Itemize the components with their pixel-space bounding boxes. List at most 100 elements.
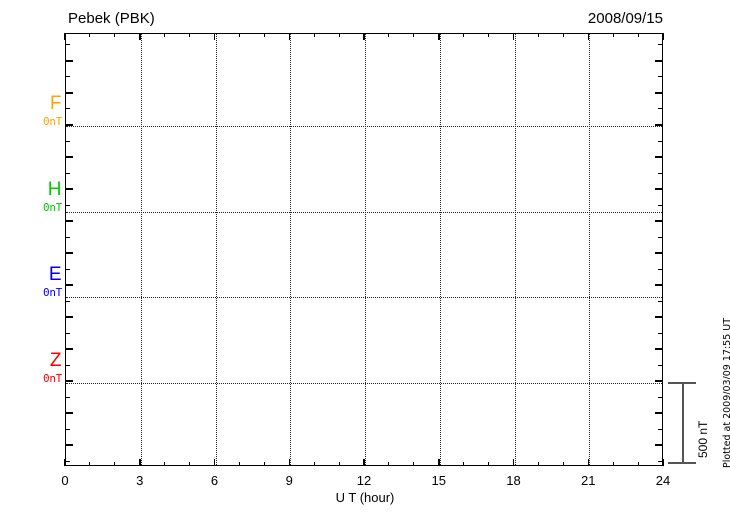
y-axis-tick — [655, 156, 663, 158]
x-axis-minor-tick — [537, 462, 539, 466]
y-axis-minor-tick — [65, 300, 70, 302]
y-axis-tick — [655, 348, 663, 350]
x-axis-minor-tick — [164, 33, 166, 37]
x-axis-minor-tick — [338, 33, 340, 37]
x-axis-minor-tick — [388, 33, 390, 37]
y-axis-minor-tick — [658, 236, 663, 238]
y-axis-tick — [65, 348, 73, 350]
x-axis-minor-tick — [313, 33, 315, 37]
x-axis-tick — [512, 459, 515, 466]
x-axis-tick — [64, 459, 66, 466]
x-axis-minor-tick — [562, 33, 564, 37]
x-axis-minor-tick — [114, 33, 116, 37]
component-value: 0nT — [43, 286, 62, 300]
x-axis-tick — [363, 33, 365, 40]
x-tick-label: 9 — [285, 473, 293, 488]
gridline-vertical — [439, 34, 441, 465]
y-axis-tick — [655, 316, 663, 318]
x-axis-minor-tick — [537, 33, 539, 37]
component-label-f: F 0nT — [43, 94, 62, 127]
x-tick-label: 15 — [431, 473, 446, 488]
y-axis-minor-tick — [65, 108, 70, 110]
chart-date: 2008/09/15 — [587, 10, 663, 27]
scale-bar-cap-top — [668, 382, 696, 384]
y-axis-tick — [65, 188, 73, 190]
x-axis-minor-tick — [338, 462, 340, 466]
y-axis-minor-tick — [658, 140, 663, 142]
x-axis-minor-tick — [189, 33, 191, 37]
plot-area — [65, 33, 663, 466]
y-axis-minor-tick — [658, 460, 663, 462]
y-axis-minor-tick — [65, 460, 70, 462]
component-label-h: H 0nT — [43, 180, 62, 213]
x-axis-minor-tick — [637, 462, 639, 466]
y-axis-minor-tick — [65, 140, 70, 142]
x-axis-minor-tick — [413, 462, 415, 466]
x-axis-tick — [363, 459, 365, 466]
x-axis-tick — [438, 459, 440, 466]
x-axis-tick — [213, 459, 216, 466]
y-axis-minor-tick — [65, 204, 70, 206]
x-axis-minor-tick — [637, 33, 639, 37]
x-axis-minor-tick — [388, 462, 390, 466]
x-tick-label: 21 — [581, 473, 596, 488]
gridline-horizontal-h — [66, 211, 662, 213]
y-axis-tick — [65, 92, 73, 94]
y-axis-minor-tick — [65, 44, 70, 46]
gridline-horizontal-f — [66, 126, 662, 127]
x-axis-tick — [288, 33, 290, 40]
y-axis-tick — [65, 220, 73, 222]
y-axis-minor-tick — [65, 396, 70, 398]
y-axis-tick — [65, 444, 73, 446]
x-axis-tick — [662, 33, 664, 40]
x-axis-minor-tick — [313, 462, 315, 466]
y-axis-tick — [65, 60, 73, 62]
y-axis-minor-tick — [65, 268, 70, 270]
x-axis-minor-tick — [488, 33, 490, 37]
y-axis-minor-tick — [658, 364, 663, 366]
y-axis-tick — [655, 124, 663, 126]
x-axis-minor-tick — [89, 462, 91, 466]
gridline-horizontal-e — [66, 297, 662, 299]
component-letter: F — [49, 93, 62, 114]
x-axis-minor-tick — [612, 33, 614, 37]
gridline-vertical — [290, 34, 292, 465]
component-value: 0nT — [43, 372, 62, 385]
y-axis-minor-tick — [658, 204, 663, 206]
x-axis-tick — [64, 33, 66, 40]
x-axis-minor-tick — [562, 462, 564, 466]
scale-bar-stem — [682, 382, 684, 462]
x-axis-title: U T (hour) — [335, 490, 395, 505]
y-axis-minor-tick — [658, 268, 663, 270]
x-axis-minor-tick — [463, 462, 465, 466]
y-axis-minor-tick — [65, 172, 70, 174]
y-axis-tick — [65, 284, 73, 286]
x-tick-label: 3 — [136, 473, 144, 488]
y-axis-tick — [65, 412, 73, 414]
y-axis-tick — [655, 188, 663, 190]
y-axis-minor-tick — [658, 428, 663, 430]
x-axis-tick — [662, 459, 664, 466]
x-axis-minor-tick — [263, 33, 265, 37]
x-axis-minor-tick — [238, 33, 240, 37]
y-axis-tick — [655, 412, 663, 414]
gridline-vertical — [589, 34, 591, 465]
y-axis-minor-tick — [65, 332, 70, 334]
y-axis-tick — [65, 316, 73, 318]
x-axis-minor-tick — [263, 462, 265, 466]
component-letter: H — [47, 178, 62, 200]
x-tick-label: 6 — [210, 473, 219, 488]
component-letter: E — [48, 264, 62, 286]
y-axis-minor-tick — [658, 76, 663, 78]
x-axis-tick — [139, 33, 141, 40]
x-tick-label: 24 — [655, 473, 671, 488]
y-axis-tick — [655, 284, 663, 286]
gridline-vertical — [140, 34, 142, 465]
component-value: 0nT — [43, 115, 62, 128]
x-axis-minor-tick — [413, 33, 415, 37]
gridline-vertical — [215, 34, 217, 465]
plotted-timestamp: Plotted at 2009/03/09 17:55 UT — [722, 317, 730, 468]
gridline-horizontal-z — [66, 383, 662, 384]
x-axis-tick — [213, 33, 216, 40]
